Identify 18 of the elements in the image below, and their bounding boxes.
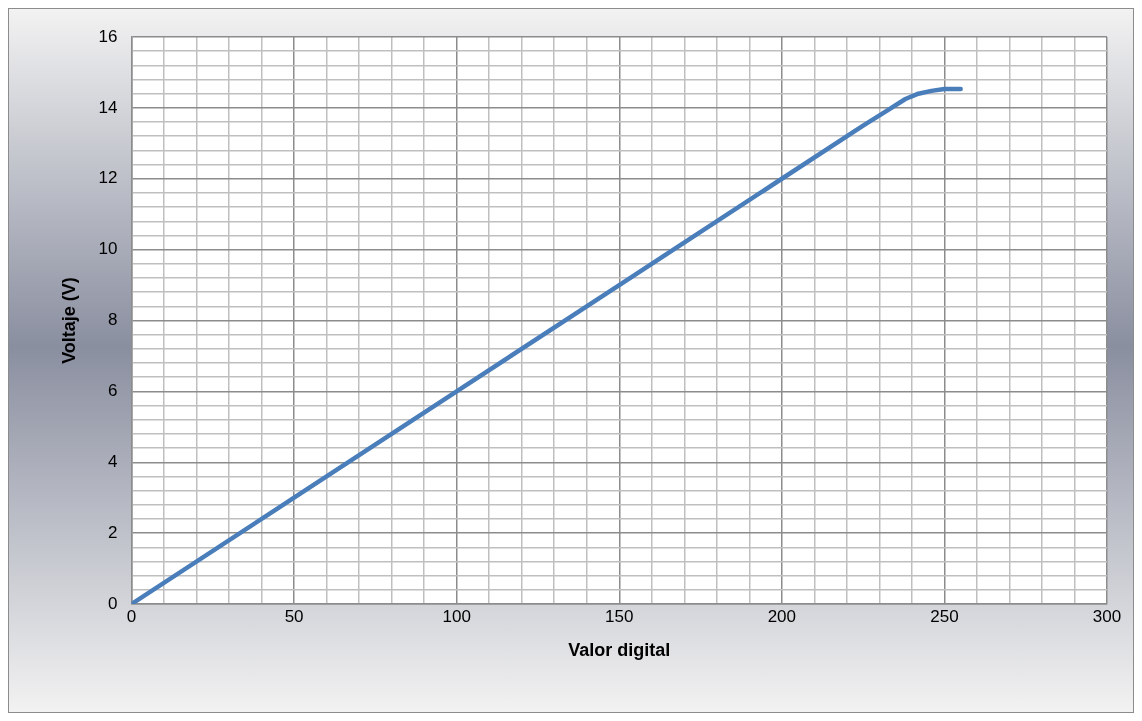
x-tick-label: 100 [442, 606, 471, 626]
x-tick-label: 200 [767, 606, 797, 626]
y-tick-label: 2 [108, 522, 118, 542]
y-tick-label: 10 [98, 239, 118, 259]
y-tick-label: 14 [98, 97, 118, 117]
x-tick-label: 50 [284, 606, 304, 626]
y-tick-label: 12 [98, 168, 118, 188]
y-tick-label: 0 [108, 593, 118, 613]
x-axis-title: Valor digital [568, 640, 671, 661]
y-axis-title: Voltaje (V) [58, 277, 79, 364]
y-tick-label: 6 [108, 381, 118, 401]
y-tick-label: 16 [98, 26, 118, 46]
y-tick-label: 8 [108, 310, 118, 330]
x-tick-label: 300 [1092, 606, 1122, 626]
x-tick-label: 150 [605, 606, 634, 626]
x-tick-label: 0 [126, 606, 137, 626]
y-tick-label: 4 [108, 451, 118, 471]
x-tick-label: 250 [930, 606, 959, 626]
